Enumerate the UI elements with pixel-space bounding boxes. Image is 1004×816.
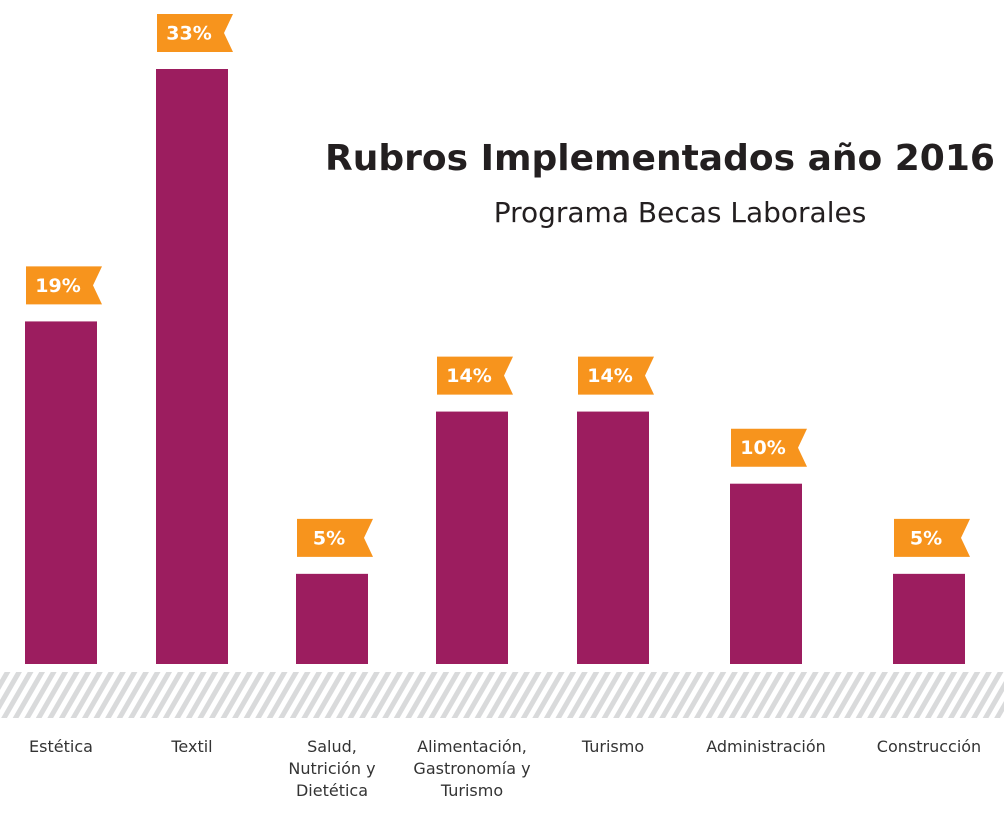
bar (730, 483, 802, 664)
value-label: 10% (740, 437, 785, 459)
value-label: 5% (313, 527, 345, 549)
chart-title: Rubros Implementados año 2016 (325, 138, 995, 179)
bar (296, 573, 368, 664)
x-tick-label: Administración (706, 737, 826, 756)
value-label-tag (26, 266, 102, 305)
value-label-tag (731, 428, 807, 467)
value-label-tag (437, 356, 513, 395)
value-label: 19% (35, 275, 80, 297)
x-tick-label: Textil (171, 737, 213, 756)
floor-hatch (0, 672, 1004, 718)
bar (577, 411, 649, 664)
bar (156, 69, 228, 664)
value-label-tag (157, 14, 233, 52)
chart-subtitle: Programa Becas Laborales (494, 196, 867, 229)
x-tick-label: Construcción (876, 737, 982, 756)
x-tick-label: Salud, Nutrición y Dietética (288, 737, 376, 800)
bar (436, 411, 508, 664)
value-label-tag (297, 518, 373, 557)
bar (893, 573, 965, 664)
x-tick-label: Turismo (581, 737, 645, 756)
value-label: 14% (446, 365, 491, 387)
x-tick-label: Alimentación, Gastronomía y Turismo (413, 737, 531, 800)
value-label-tag (894, 518, 970, 557)
value-label-tag (578, 356, 654, 395)
bar (25, 321, 97, 664)
x-tick-label: Estética (29, 737, 93, 756)
value-label: 5% (910, 527, 942, 549)
value-label: 14% (587, 365, 632, 387)
value-label: 33% (166, 23, 211, 45)
